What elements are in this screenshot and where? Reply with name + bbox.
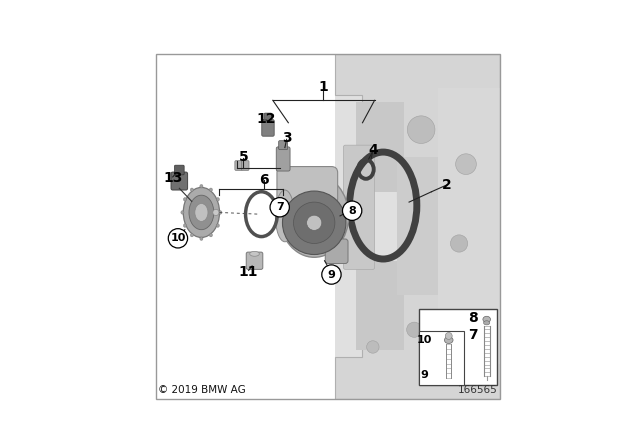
Text: 10: 10 [417, 335, 432, 345]
Text: 2: 2 [442, 178, 452, 192]
Bar [419, 332, 464, 385]
Circle shape [322, 265, 341, 284]
Text: 8: 8 [348, 206, 356, 216]
Text: 3: 3 [282, 131, 291, 145]
Text: 10: 10 [170, 233, 186, 243]
FancyBboxPatch shape [325, 239, 348, 263]
Circle shape [307, 215, 322, 230]
Circle shape [342, 201, 362, 220]
Text: 11: 11 [239, 265, 259, 279]
Bar [438, 88, 500, 364]
Bar [419, 309, 497, 385]
Ellipse shape [484, 321, 490, 325]
Ellipse shape [184, 198, 186, 201]
FancyBboxPatch shape [278, 141, 287, 150]
Ellipse shape [280, 174, 349, 257]
Ellipse shape [184, 224, 186, 227]
Ellipse shape [190, 233, 193, 237]
Text: 13: 13 [163, 171, 182, 185]
Ellipse shape [483, 316, 490, 323]
Circle shape [466, 323, 480, 336]
Ellipse shape [212, 209, 219, 215]
Ellipse shape [189, 195, 214, 230]
Circle shape [407, 116, 435, 143]
FancyBboxPatch shape [246, 252, 263, 269]
Ellipse shape [195, 203, 208, 221]
Circle shape [168, 228, 188, 248]
FancyBboxPatch shape [335, 54, 500, 399]
Bar [397, 157, 438, 295]
Circle shape [451, 235, 468, 252]
FancyBboxPatch shape [264, 113, 272, 122]
Polygon shape [335, 54, 500, 399]
Ellipse shape [209, 233, 212, 237]
Ellipse shape [445, 332, 452, 340]
Bar [356, 261, 404, 350]
Text: 7: 7 [276, 202, 284, 212]
FancyBboxPatch shape [235, 161, 243, 170]
Text: 9: 9 [420, 370, 429, 380]
Text: 6: 6 [259, 172, 269, 187]
Ellipse shape [209, 188, 212, 191]
Ellipse shape [200, 185, 203, 188]
Circle shape [456, 154, 476, 174]
Text: 12: 12 [256, 112, 276, 126]
FancyBboxPatch shape [277, 167, 338, 205]
Ellipse shape [216, 224, 220, 227]
Ellipse shape [216, 198, 220, 201]
Ellipse shape [444, 336, 453, 344]
Ellipse shape [200, 237, 203, 241]
Text: 8: 8 [468, 310, 477, 325]
FancyBboxPatch shape [171, 172, 188, 190]
FancyBboxPatch shape [276, 147, 290, 171]
Ellipse shape [190, 188, 193, 191]
Circle shape [270, 198, 289, 217]
Text: 5: 5 [239, 150, 248, 164]
Bar [356, 102, 404, 192]
Text: 7: 7 [468, 328, 477, 342]
FancyBboxPatch shape [344, 145, 374, 269]
Ellipse shape [219, 211, 222, 214]
Ellipse shape [183, 187, 220, 237]
FancyBboxPatch shape [241, 161, 249, 170]
FancyBboxPatch shape [262, 120, 274, 136]
Circle shape [367, 341, 379, 353]
Ellipse shape [275, 190, 294, 242]
Circle shape [282, 191, 346, 254]
Text: 1: 1 [318, 80, 328, 94]
Circle shape [294, 202, 335, 244]
Text: 9: 9 [328, 270, 335, 280]
Text: 166565: 166565 [458, 384, 498, 395]
Ellipse shape [250, 251, 259, 256]
Text: 4: 4 [368, 143, 378, 157]
Text: © 2019 BMW AG: © 2019 BMW AG [158, 384, 246, 395]
Circle shape [406, 322, 422, 337]
Ellipse shape [181, 211, 184, 214]
FancyBboxPatch shape [175, 165, 184, 175]
